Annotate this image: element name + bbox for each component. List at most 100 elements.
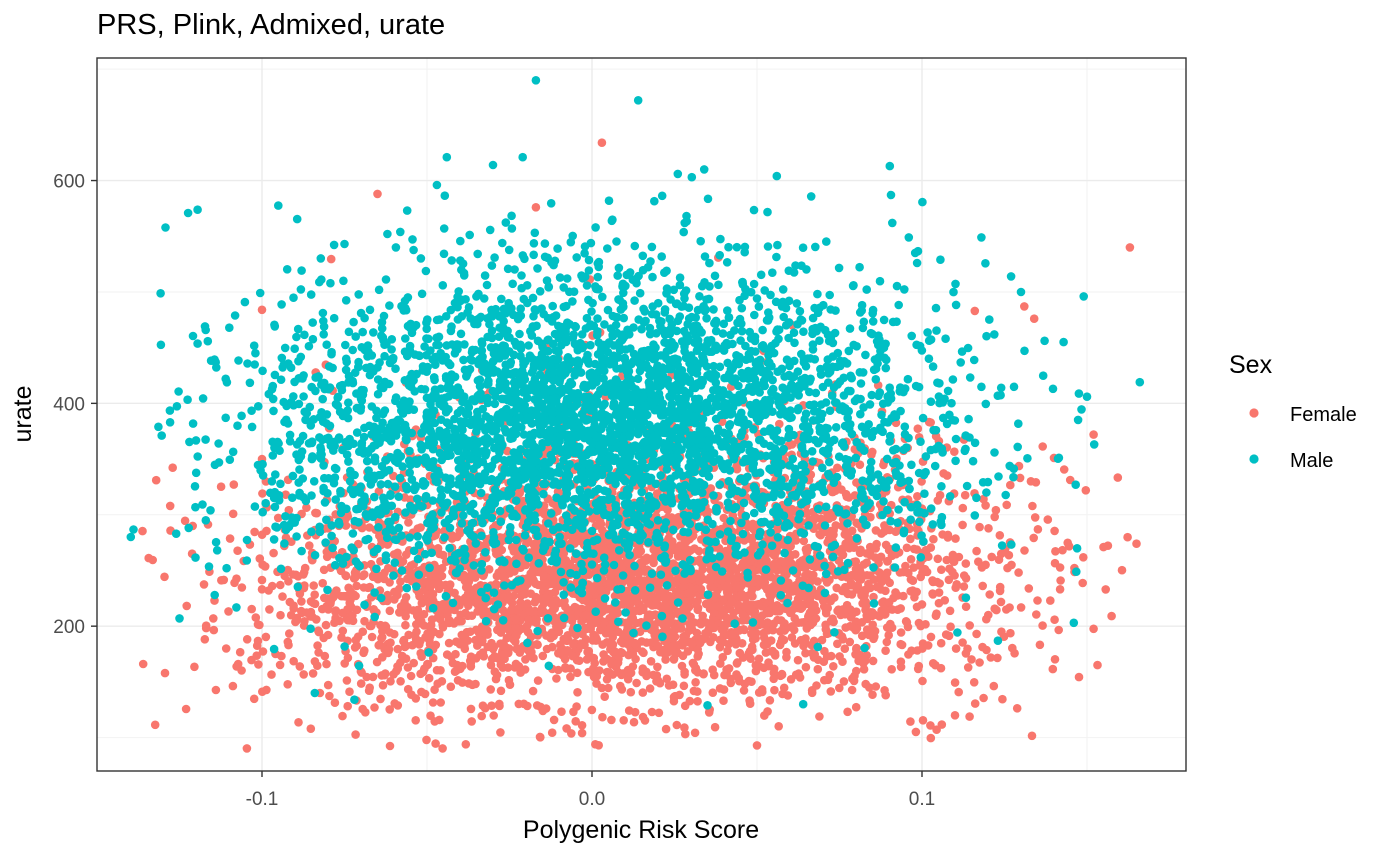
point-male [807, 447, 817, 456]
point-female [853, 581, 863, 590]
point-female [555, 647, 565, 657]
point-female [882, 637, 892, 647]
point-female [811, 562, 820, 572]
point-female [709, 623, 719, 633]
point-female [1032, 610, 1041, 619]
point-male [308, 318, 318, 327]
point-female [823, 509, 832, 519]
point-male [496, 517, 506, 526]
point-female [424, 673, 434, 683]
point-male [475, 375, 485, 385]
point-female [285, 629, 294, 638]
point-female [975, 658, 984, 667]
point-male [593, 272, 603, 282]
point-female [672, 720, 682, 730]
point-female [735, 676, 744, 686]
point-female [691, 666, 700, 675]
point-male [637, 324, 646, 334]
point-male [647, 242, 657, 252]
point-female [577, 728, 587, 738]
point-female [326, 254, 336, 264]
point-female [341, 571, 351, 581]
point-female [668, 680, 678, 689]
point-female [813, 664, 823, 674]
point-male [613, 271, 622, 280]
point-female [820, 675, 829, 685]
point-female [835, 652, 844, 661]
point-female [326, 597, 336, 606]
point-female [959, 582, 969, 591]
point-female [709, 670, 719, 680]
point-male [819, 300, 828, 310]
point-female [606, 622, 615, 632]
point-female [1050, 558, 1060, 568]
point-female [522, 621, 532, 630]
point-female [958, 503, 968, 513]
point-female [727, 597, 737, 606]
point-female [373, 189, 382, 199]
point-female [432, 571, 442, 580]
point-male [825, 406, 835, 416]
point-female [454, 638, 463, 647]
point-female [409, 658, 419, 668]
point-female [422, 735, 431, 745]
point-female [520, 589, 530, 599]
point-female [389, 670, 398, 679]
point-female [911, 727, 921, 737]
point-female [368, 672, 378, 682]
point-female [209, 625, 219, 635]
point-female [160, 668, 170, 678]
point-female [958, 638, 967, 647]
point-female [617, 670, 626, 680]
point-female [1117, 565, 1127, 575]
point-female [235, 647, 245, 657]
point-female [822, 578, 832, 587]
point-female [300, 617, 309, 626]
point-female [950, 447, 959, 457]
point-female [378, 681, 388, 690]
point-female [961, 574, 971, 583]
point-female [268, 581, 277, 591]
point-female [638, 688, 648, 697]
point-female [596, 546, 606, 555]
point-female [365, 523, 374, 532]
point-female [565, 559, 575, 569]
point-female [1010, 649, 1019, 658]
point-female [671, 587, 681, 596]
point-female [698, 611, 707, 621]
point-female [782, 653, 791, 662]
point-female [774, 722, 783, 731]
point-female [436, 666, 445, 675]
point-female [1093, 660, 1102, 670]
point-male [609, 560, 619, 570]
point-male [424, 334, 433, 344]
point-female [1038, 621, 1047, 630]
point-female [757, 618, 766, 628]
point-female [896, 657, 906, 666]
point-female [1046, 596, 1055, 605]
point-female [501, 643, 511, 652]
point-female [324, 605, 333, 614]
point-female [228, 681, 238, 691]
point-female [1107, 611, 1116, 621]
point-female [802, 624, 812, 633]
point-female [754, 688, 764, 697]
point-female [692, 600, 701, 610]
point-female [872, 539, 881, 549]
point-female [965, 712, 974, 721]
point-female [528, 686, 538, 696]
point-female [1033, 525, 1043, 534]
point-male [582, 281, 592, 290]
point-female [541, 704, 551, 713]
point-female [918, 716, 928, 725]
point-female [247, 604, 256, 614]
point-female [160, 572, 169, 582]
point-female [356, 679, 366, 688]
point-female [314, 627, 324, 637]
point-female [805, 608, 815, 617]
point-female [597, 138, 607, 147]
point-male [630, 296, 639, 305]
point-female [496, 728, 505, 737]
point-female [331, 613, 340, 623]
